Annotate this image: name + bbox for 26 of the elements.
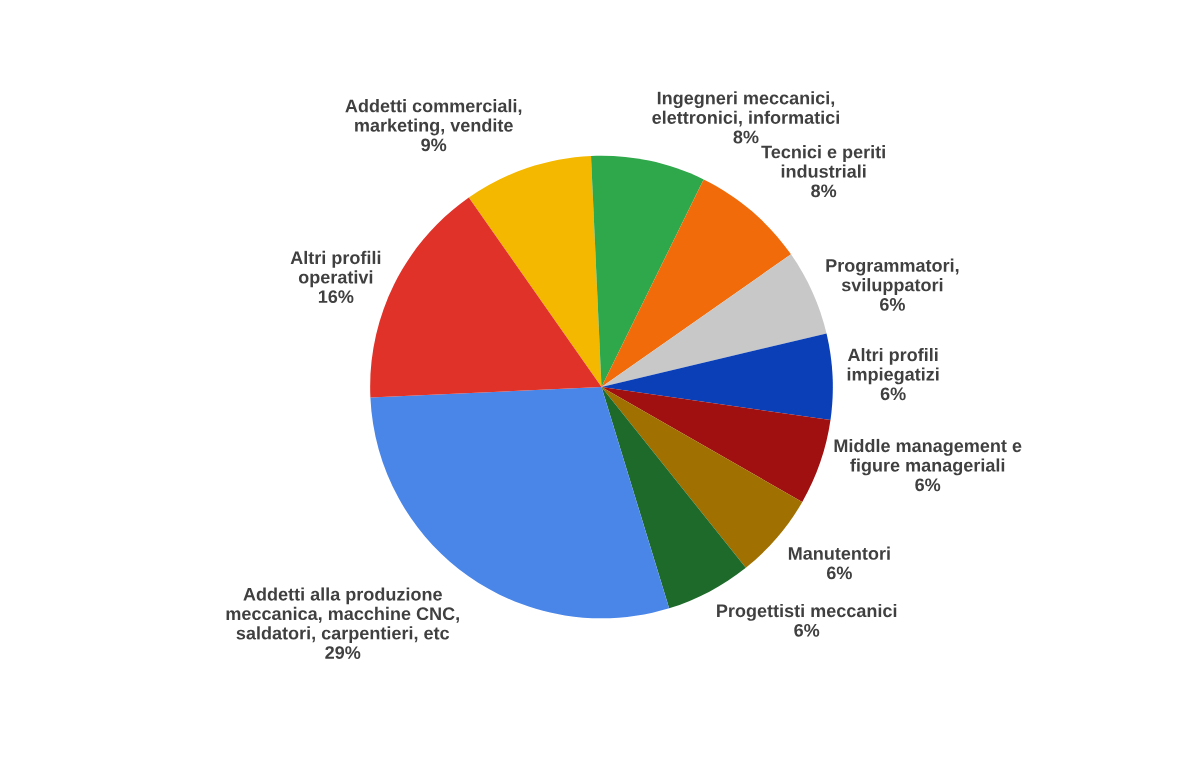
slice-label: Altri profili impiegatizi [847, 347, 939, 385]
pie-slice [601, 387, 831, 502]
data-label: 29% [325, 646, 361, 659]
data-label: 8% [811, 184, 837, 198]
pie-slice [601, 179, 792, 387]
data-label: 6% [794, 623, 820, 637]
pie-slice [468, 155, 602, 387]
data-label: 16% [318, 290, 354, 304]
slice-label: Middle management e figure manageriali [834, 438, 1022, 476]
data-label: 9% [421, 138, 447, 152]
slice-label: Ingegneri meccanici, elettronici, informatici [652, 91, 839, 127]
slice-label: Progettisti meccanici [717, 603, 897, 621]
slice-label: Tecnici e periti industriali [761, 145, 885, 178]
data-label: 6% [826, 566, 852, 580]
data-label: 8% [733, 130, 759, 144]
pie-slice [601, 333, 833, 420]
data-label: 6% [880, 387, 906, 401]
pie-slice [591, 155, 704, 387]
pie-slice [601, 254, 827, 387]
slice-label: Addetti commerciali, marketing, vendite [345, 99, 522, 136]
slice-label: Manutentori [788, 546, 890, 560]
slice-label: Altri profili operativi [290, 250, 381, 288]
slice-label: Programmatori, sviluppatori [826, 258, 959, 295]
data-label: 6% [915, 478, 941, 492]
data-label: 6% [880, 298, 905, 311]
slice-label: Addetti alla produzione meccanica, macchine CNC, saldatori, carpentieri, etc [226, 587, 459, 644]
